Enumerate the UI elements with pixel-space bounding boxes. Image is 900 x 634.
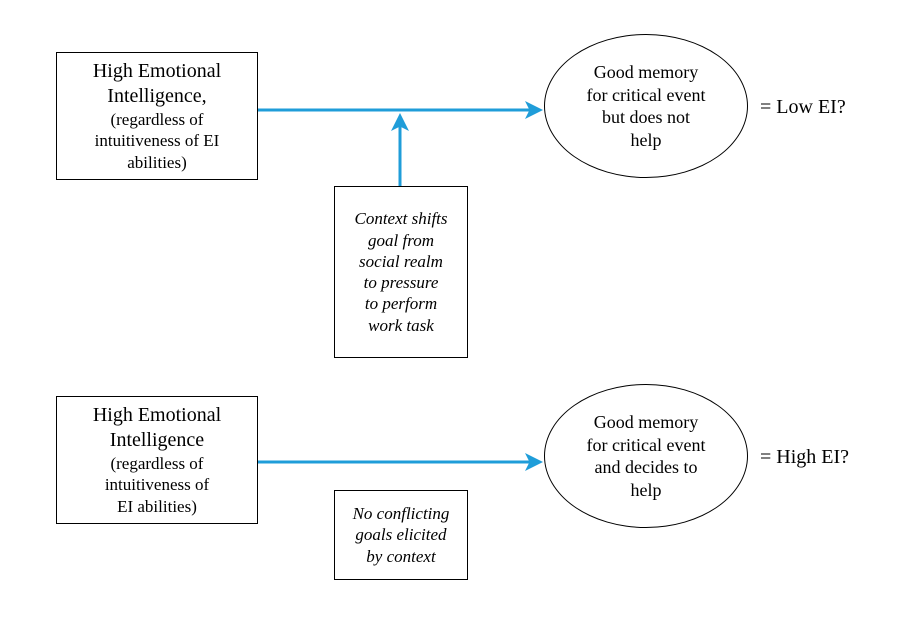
label-high-ei: = High EI? — [760, 446, 849, 469]
box-high-ei-bottom: High Emotional Intelligence (regardless … — [56, 396, 258, 524]
text-line: intuitiveness of — [93, 474, 221, 495]
text-line: intuitiveness of EI — [93, 130, 221, 151]
ellipse-good-memory-no-help: Good memory for critical event but does … — [544, 34, 748, 178]
text-line: for critical event — [587, 84, 706, 107]
text-line: by context — [353, 546, 450, 567]
text-line: No conflicting — [353, 503, 450, 524]
text-line: but does not — [587, 106, 706, 129]
text-line: to pressure — [354, 272, 447, 293]
text-line: goal from — [354, 230, 447, 251]
box-high-ei-top: High Emotional Intelligence, (regardless… — [56, 52, 258, 180]
text-line: abilities) — [93, 152, 221, 173]
text-line: help — [587, 479, 706, 502]
text-line: Good memory — [587, 411, 706, 434]
box-context-shifts: Context shifts goal from social realm to… — [334, 186, 468, 358]
ellipse-good-memory-helps: Good memory for critical event and decid… — [544, 384, 748, 528]
text-line: Good memory — [587, 61, 706, 84]
text-line: Intelligence — [93, 428, 221, 453]
label-low-ei: = Low EI? — [760, 96, 846, 119]
text-line: High Emotional — [93, 59, 221, 84]
box-no-conflicting-goals: No conflicting goals elicited by context — [334, 490, 468, 580]
text-line: EI abilities) — [93, 496, 221, 517]
text-line: social realm — [354, 251, 447, 272]
text-line: and decides to — [587, 456, 706, 479]
text-line: goals elicited — [353, 524, 450, 545]
text-line: (regardless of — [93, 453, 221, 474]
text-line: help — [587, 129, 706, 152]
text-line: to perform — [354, 293, 447, 314]
text-line: for critical event — [587, 434, 706, 457]
text-line: Context shifts — [354, 208, 447, 229]
text-line: (regardless of — [93, 109, 221, 130]
text-line: work task — [354, 315, 447, 336]
text-line: Intelligence, — [93, 84, 221, 109]
text-line: High Emotional — [93, 403, 221, 428]
